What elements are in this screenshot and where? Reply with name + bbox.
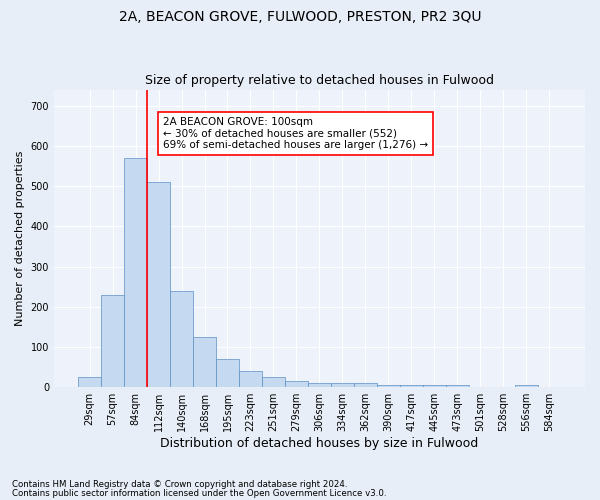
Bar	[400, 385, 423, 387]
Bar	[216, 359, 239, 387]
Text: 2A, BEACON GROVE, FULWOOD, PRESTON, PR2 3QU: 2A, BEACON GROVE, FULWOOD, PRESTON, PR2 …	[119, 10, 481, 24]
Title: Size of property relative to detached houses in Fulwood: Size of property relative to detached ho…	[145, 74, 494, 87]
Text: 2A BEACON GROVE: 100sqm
← 30% of detached houses are smaller (552)
69% of semi-d: 2A BEACON GROVE: 100sqm ← 30% of detache…	[163, 117, 428, 150]
Bar	[101, 294, 124, 387]
Bar	[423, 385, 446, 387]
Bar	[170, 290, 193, 387]
Bar	[308, 383, 331, 387]
Bar	[285, 381, 308, 387]
Text: Contains HM Land Registry data © Crown copyright and database right 2024.: Contains HM Land Registry data © Crown c…	[12, 480, 347, 489]
Bar	[446, 385, 469, 387]
Bar	[515, 385, 538, 387]
Bar	[262, 377, 285, 387]
Bar	[193, 337, 216, 387]
Y-axis label: Number of detached properties: Number of detached properties	[15, 150, 25, 326]
Bar	[377, 385, 400, 387]
Bar	[147, 182, 170, 387]
Text: Contains public sector information licensed under the Open Government Licence v3: Contains public sector information licen…	[12, 488, 386, 498]
Bar	[331, 383, 354, 387]
Bar	[354, 383, 377, 387]
Bar	[239, 371, 262, 387]
X-axis label: Distribution of detached houses by size in Fulwood: Distribution of detached houses by size …	[160, 437, 479, 450]
Bar	[124, 158, 147, 387]
Bar	[78, 377, 101, 387]
